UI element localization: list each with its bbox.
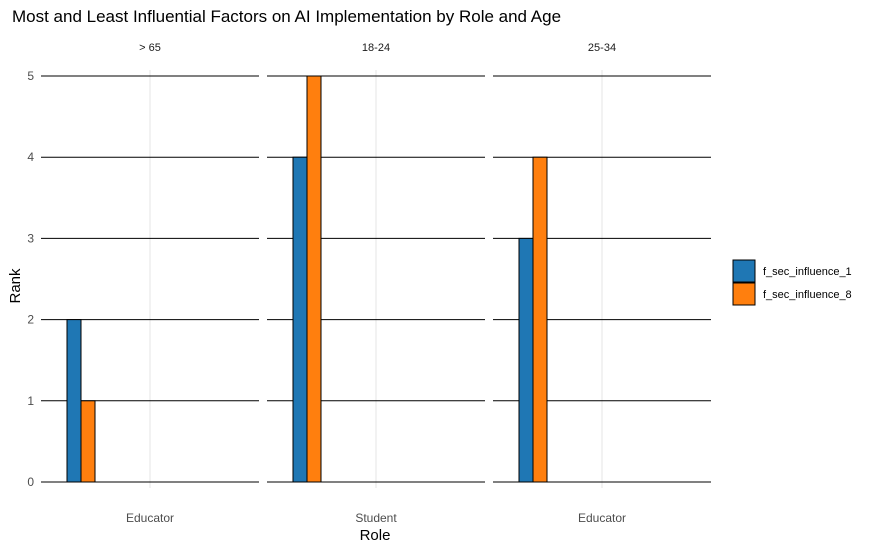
y-tick-label: 3	[27, 231, 34, 245]
y-axis-label: Rank	[7, 268, 24, 304]
facet-label: > 65	[139, 42, 161, 54]
facet-panel-1: 18-24 Student	[267, 42, 485, 525]
y-tick-label: 1	[27, 394, 34, 408]
facet-panel-2: 25-34 Educator	[493, 42, 711, 525]
bar-f_sec_influence_1	[66, 319, 82, 483]
bar-f_sec_influence_1	[518, 237, 534, 483]
facet-label: 25-34	[588, 42, 616, 54]
y-tick-label: 2	[27, 313, 34, 327]
legend-label: f_sec_influence_1	[763, 266, 852, 278]
legend-key-f_sec_influence_1	[732, 259, 756, 283]
chart-title: Most and Least Influential Factors on AI…	[12, 7, 561, 26]
x-tick-label: Educator	[578, 511, 626, 525]
y-tick-label: 0	[27, 475, 34, 489]
bar-f_sec_influence_8	[532, 156, 548, 483]
facet-panel-0: > 65 Educator	[41, 42, 259, 525]
x-tick-label: Educator	[126, 511, 174, 525]
x-axis-label: Role	[360, 527, 391, 544]
bar-f_sec_influence_8	[80, 400, 96, 483]
x-tick-label: Student	[355, 511, 397, 525]
legend-key-f_sec_influence_8	[732, 282, 756, 306]
facet-label: 18-24	[362, 42, 390, 54]
bar-f_sec_influence_1	[292, 156, 308, 483]
legend-label: f_sec_influence_8	[763, 289, 852, 301]
bar-f_sec_influence_8	[306, 75, 322, 483]
y-tick-label: 5	[27, 69, 34, 83]
y-tick-label: 4	[27, 150, 34, 164]
